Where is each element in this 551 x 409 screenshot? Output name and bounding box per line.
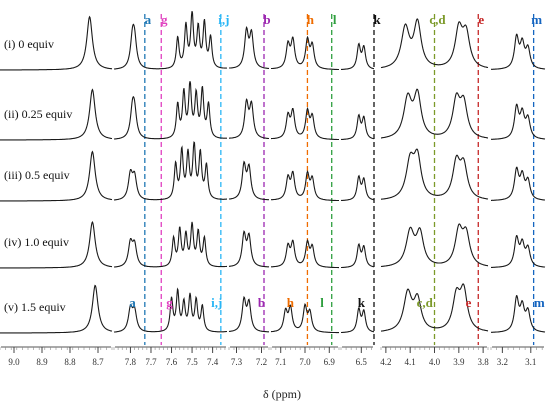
bottom-label-e: e bbox=[466, 295, 472, 310]
spectrum-trace-1-panel-4 bbox=[271, 35, 339, 71]
x-axis: 9.0 8.9 8.8 8.7 7.8 7.7 7.6 7.5 7.4 7.3 7.2 7.1 7.0 6… bbox=[0, 346, 544, 367]
spectrum-label-4: (iv) 1.0 equiv bbox=[4, 235, 69, 249]
bottom-label-l: l bbox=[320, 295, 324, 310]
spectrum-trace-2-panel-2 bbox=[114, 81, 227, 140]
spectrum-trace-2-panel-3 bbox=[229, 98, 269, 140]
spectrum-trace-1-panel-7 bbox=[491, 33, 546, 70]
tick-label: 8.8 bbox=[64, 357, 76, 367]
tick-label: 4.1 bbox=[405, 357, 416, 367]
bottom-label-g: g bbox=[166, 295, 173, 310]
tick-label: 4.2 bbox=[380, 357, 391, 367]
spectrum-trace-3-panel-6 bbox=[381, 148, 489, 200]
spectrum-trace-5-panel-1 bbox=[0, 284, 113, 334]
spectrum-trace-5-panel-7 bbox=[491, 295, 546, 333]
spectrum-trace-1-panel-3 bbox=[229, 26, 269, 69]
guide-lines-layer: a g i,j b h l k c,d e m bbox=[144, 12, 542, 345]
spectrum-trace-3-panel-4 bbox=[271, 170, 339, 202]
tick-label: 4.0 bbox=[429, 357, 441, 367]
bottom-label-h: h bbox=[287, 295, 295, 310]
top-label-cd: c,d bbox=[429, 12, 446, 27]
tick-label: 3.1 bbox=[525, 357, 536, 367]
top-label-m: m bbox=[531, 12, 542, 27]
spectra-layer: (i) 0 equiv (ii) 0.25 equiv (iii) 0.5 equi… bbox=[0, 11, 546, 334]
spectrum-trace-3-panel-3 bbox=[228, 160, 269, 201]
tick-label: 8.7 bbox=[92, 357, 104, 367]
top-label-a: a bbox=[145, 12, 152, 27]
tick-label: 7.6 bbox=[166, 357, 178, 367]
spectrum-trace-5-panel-5 bbox=[341, 306, 375, 334]
spectrum-trace-3-panel-7 bbox=[491, 166, 545, 201]
top-label-l: l bbox=[333, 12, 337, 27]
tick-label: 9.0 bbox=[8, 357, 20, 367]
top-label-g: g bbox=[161, 12, 168, 27]
spectrum-trace-1-panel-1 bbox=[0, 15, 113, 71]
spectrum-trace-5-panel-4 bbox=[270, 302, 339, 334]
spectrum-trace-4-panel-7 bbox=[491, 234, 546, 268]
spectrum-trace-4-panel-1 bbox=[0, 221, 113, 269]
tick-label: 8.9 bbox=[36, 357, 48, 367]
bottom-label-a: a bbox=[129, 295, 136, 310]
tick-label: 6.5 bbox=[356, 357, 368, 367]
tick-label: 7.1 bbox=[275, 357, 286, 367]
tick-label: 7.8 bbox=[125, 357, 137, 367]
bottom-label-k: k bbox=[358, 295, 366, 310]
top-label-e: e bbox=[478, 12, 484, 27]
tick-label: 3.2 bbox=[497, 357, 508, 367]
tick-label: 6.9 bbox=[324, 357, 336, 367]
tick-label: 3.8 bbox=[478, 357, 490, 367]
x-axis-label: δ (ppm) bbox=[263, 387, 301, 401]
spectrum-label-5: (v) 1.5 equiv bbox=[4, 300, 66, 314]
spectrum-trace-1-panel-6 bbox=[380, 18, 489, 69]
spectrum-trace-2-panel-1 bbox=[0, 88, 112, 141]
bottom-label-m: m bbox=[534, 295, 545, 310]
tick-label: 7.3 bbox=[231, 357, 243, 367]
spectrum-trace-2-panel-7 bbox=[491, 103, 546, 140]
spectrum-trace-4-panel-6 bbox=[380, 223, 489, 268]
spectrum-label-3: (iii) 0.5 equiv bbox=[4, 168, 70, 182]
spectrum-trace-3-panel-2 bbox=[113, 141, 227, 201]
top-label-k: k bbox=[373, 12, 381, 27]
spectrum-trace-2-panel-4 bbox=[271, 106, 339, 141]
spectrum-trace-4-panel-4 bbox=[271, 239, 339, 269]
tick-label: 7.2 bbox=[256, 357, 267, 367]
tick-label: 7.7 bbox=[145, 357, 157, 367]
tick-label: 7.4 bbox=[207, 357, 219, 367]
spectrum-trace-5-panel-2 bbox=[113, 287, 227, 333]
spectrum-trace-2-panel-5 bbox=[340, 113, 375, 141]
spectrum-trace-3-panel-1 bbox=[0, 150, 113, 202]
spectrum-trace-2-panel-6 bbox=[381, 88, 488, 139]
signal-labels-layer: a g i,j b h l k c,d e m bbox=[129, 295, 545, 310]
bottom-label-cd: c,d bbox=[417, 295, 434, 310]
bottom-label-b: b bbox=[258, 295, 265, 310]
spectrum-trace-3-panel-5 bbox=[340, 174, 375, 202]
bottom-label-ij: i,j bbox=[211, 295, 222, 310]
tick-label: 7.0 bbox=[299, 357, 311, 367]
top-label-ij: i,j bbox=[218, 12, 229, 27]
spectrum-trace-4-panel-3 bbox=[228, 230, 270, 268]
spectrum-trace-1-panel-2 bbox=[114, 11, 228, 70]
spectrum-trace-5-panel-3 bbox=[228, 295, 269, 333]
spectrum-label-2: (ii) 0.25 equiv bbox=[4, 107, 72, 121]
tick-label: 3.9 bbox=[453, 357, 465, 367]
spectrum-trace-5-panel-6 bbox=[381, 283, 489, 332]
spectrum-trace-4-panel-5 bbox=[341, 242, 375, 269]
tick-label: 7.5 bbox=[186, 357, 198, 367]
top-label-b: b bbox=[263, 12, 270, 27]
spectrum-trace-1-panel-5 bbox=[341, 42, 375, 70]
spectrum-trace-4-panel-2 bbox=[114, 221, 227, 268]
top-label-h: h bbox=[307, 12, 315, 27]
spectrum-label-1: (i) 0 equiv bbox=[4, 37, 54, 51]
